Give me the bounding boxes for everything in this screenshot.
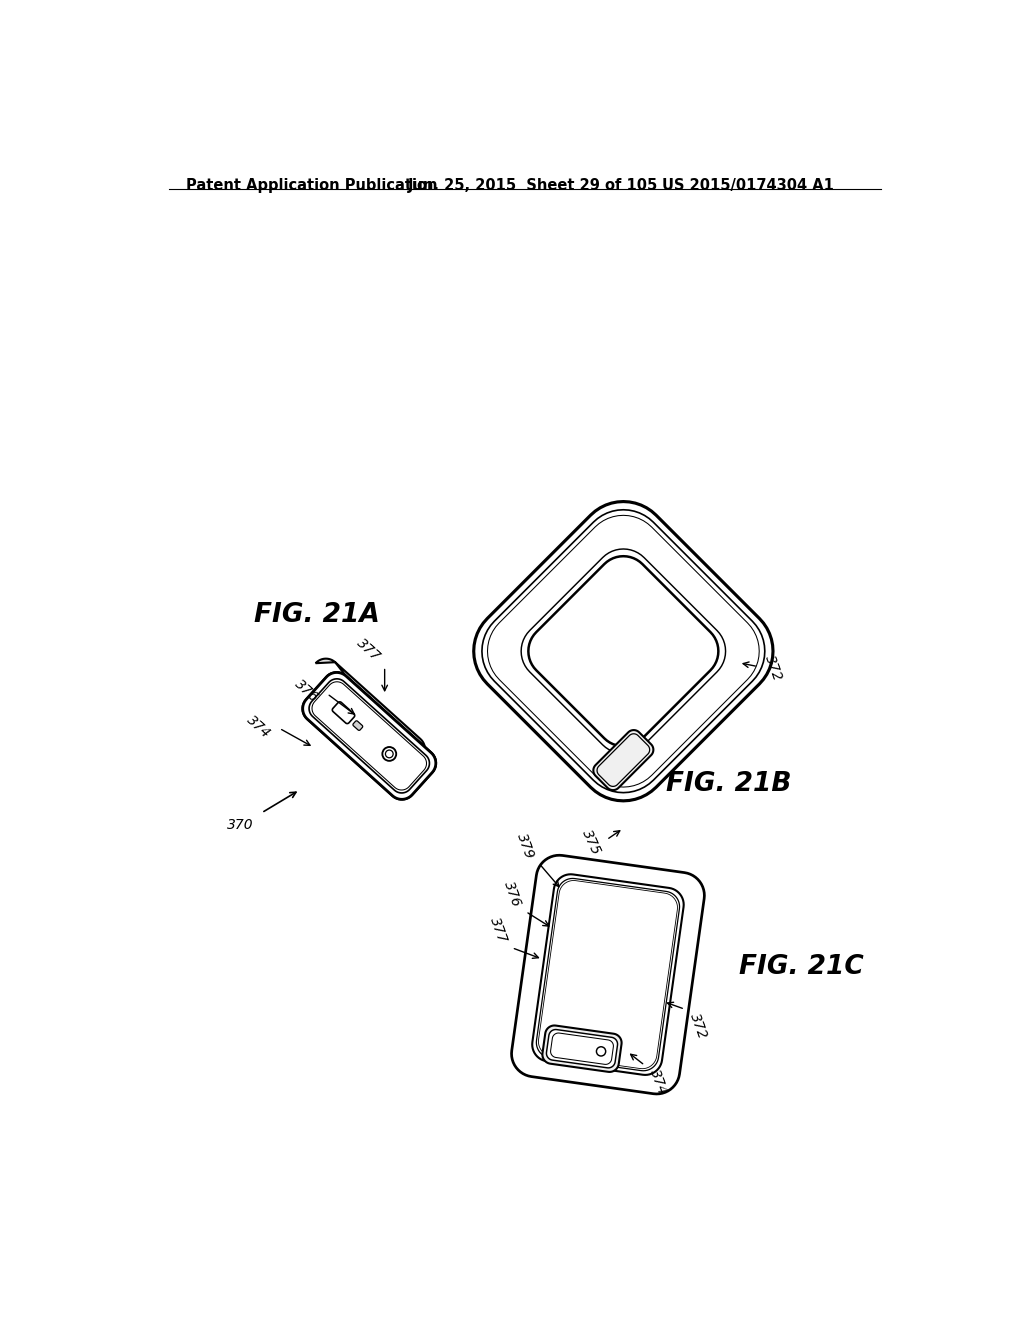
Text: Jun. 25, 2015  Sheet 29 of 105: Jun. 25, 2015 Sheet 29 of 105 xyxy=(408,178,658,193)
Polygon shape xyxy=(547,1030,617,1068)
Polygon shape xyxy=(303,672,436,800)
Text: 375: 375 xyxy=(580,828,603,857)
Text: US 2015/0174304 A1: US 2015/0174304 A1 xyxy=(662,178,834,193)
Text: FIG. 21B: FIG. 21B xyxy=(666,771,792,796)
Polygon shape xyxy=(512,855,705,1094)
Polygon shape xyxy=(528,556,719,746)
Polygon shape xyxy=(543,1026,622,1072)
Text: 374: 374 xyxy=(244,713,273,741)
Text: 376: 376 xyxy=(501,879,523,909)
Text: 379: 379 xyxy=(514,830,537,861)
Text: 370: 370 xyxy=(227,818,254,833)
Polygon shape xyxy=(315,659,436,772)
Text: 372: 372 xyxy=(687,1011,710,1040)
Text: 377: 377 xyxy=(487,916,509,945)
Polygon shape xyxy=(474,502,773,801)
Polygon shape xyxy=(303,672,436,800)
Polygon shape xyxy=(353,721,362,730)
Polygon shape xyxy=(532,874,684,1074)
Text: 376: 376 xyxy=(292,677,321,705)
Text: Patent Application Publication: Patent Application Publication xyxy=(186,178,437,193)
Text: 372: 372 xyxy=(762,653,784,682)
Text: FIG. 21C: FIG. 21C xyxy=(739,954,863,979)
Polygon shape xyxy=(593,730,653,791)
Text: 377: 377 xyxy=(354,636,383,664)
Text: FIG. 21A: FIG. 21A xyxy=(254,602,380,628)
Text: 374: 374 xyxy=(647,1067,670,1097)
